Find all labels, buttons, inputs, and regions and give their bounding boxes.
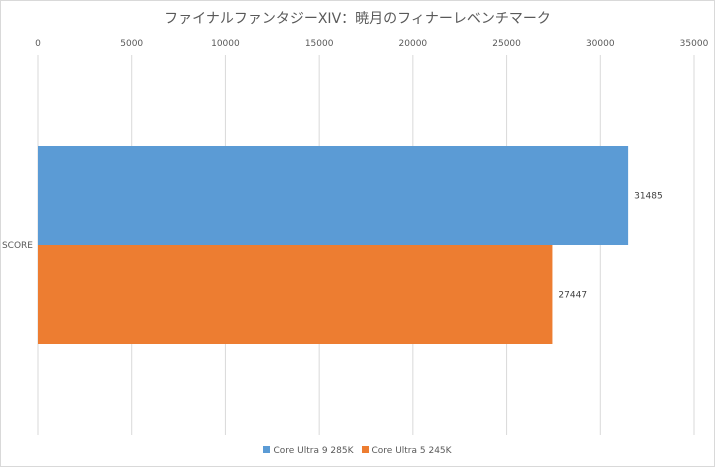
x-tick-label-10000: 10000	[211, 39, 240, 49]
legend-label-2: Core Ultra 5 245K	[371, 446, 452, 456]
x-tick-label-5000: 5000	[120, 39, 143, 49]
category-label: SCORE	[2, 241, 33, 251]
bar-1	[38, 146, 629, 245]
x-tick-label-25000: 25000	[492, 39, 521, 49]
x-tick-label-35000: 35000	[680, 39, 709, 49]
data-label-1: 31485	[634, 192, 663, 202]
x-tick-label-30000: 30000	[586, 39, 615, 49]
legend-swatch-1	[263, 446, 271, 453]
chart-legend: Core Ultra 9 285K Core Ultra 5 245K	[0, 446, 715, 456]
legend-label-1: Core Ultra 9 285K	[273, 446, 354, 456]
bar-2	[38, 245, 553, 344]
x-tick-label-15000: 15000	[305, 39, 334, 49]
legend-swatch-2	[361, 446, 369, 453]
legend-item-1: Core Ultra 9 285K	[263, 446, 354, 456]
legend-item-2: Core Ultra 5 245K	[361, 446, 452, 456]
x-tick-label-0: 0	[35, 39, 41, 49]
x-tick-label-20000: 20000	[399, 39, 428, 49]
data-label-2: 27447	[558, 291, 587, 301]
chart-title: ファイナルファンタジーXIV：暁月のフィナーレベンチマーク	[164, 11, 551, 27]
